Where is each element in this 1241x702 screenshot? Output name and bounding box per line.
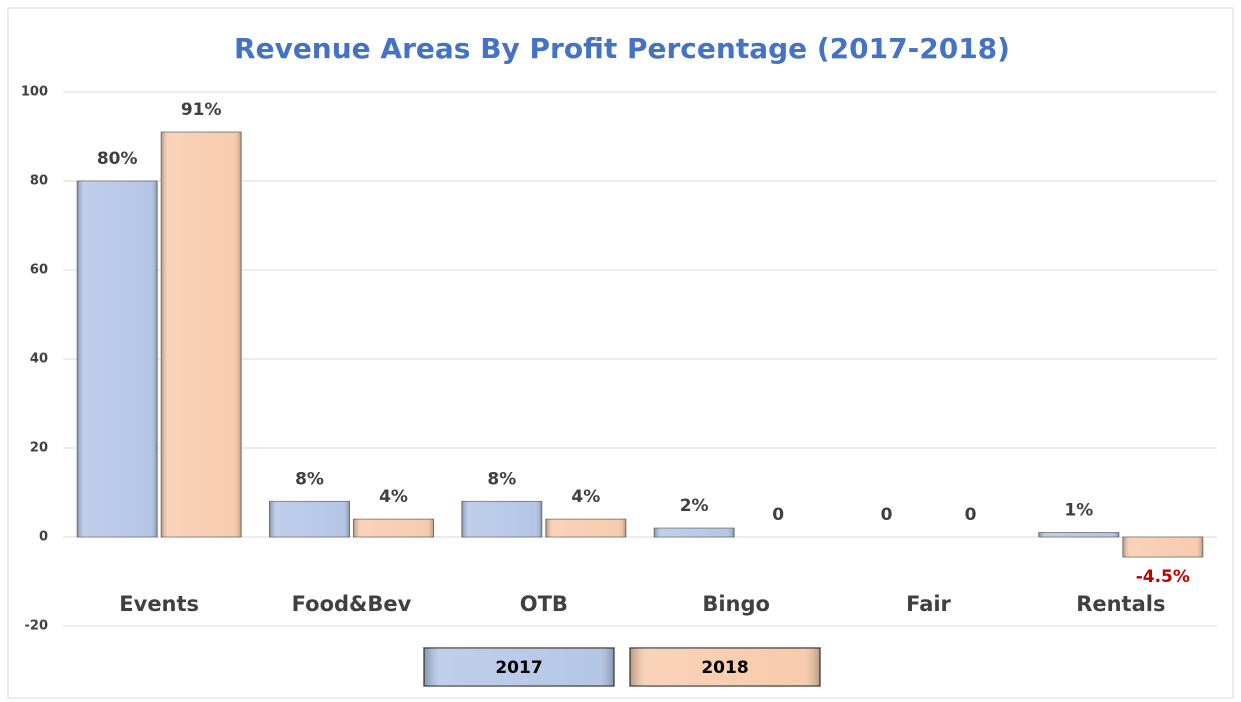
- x-tick-label: Food&Bev: [292, 592, 412, 616]
- x-tick-label: Fair: [906, 592, 951, 616]
- data-label: 91%: [181, 100, 222, 120]
- y-tick-label: 20: [30, 441, 48, 456]
- x-tick-label: Rentals: [1076, 592, 1165, 616]
- data-label: 8%: [295, 469, 324, 489]
- x-tick-label: Events: [119, 592, 199, 616]
- bar-shine: [161, 132, 242, 538]
- legend-label: 2018: [701, 658, 748, 678]
- y-tick-label: 100: [21, 85, 48, 100]
- data-label: 4%: [571, 487, 600, 507]
- data-label: 80%: [97, 149, 138, 169]
- x-tick-label: OTB: [520, 592, 568, 616]
- y-tick-label: 0: [39, 530, 48, 545]
- chart-title: Revenue Areas By Profit Percentage (2017…: [234, 32, 1010, 65]
- bar-shine: [654, 528, 735, 537]
- bar-shine: [461, 501, 542, 537]
- bar-shine: [77, 181, 158, 537]
- data-label: 4%: [379, 487, 408, 507]
- data-label: 0: [772, 505, 784, 525]
- x-tick-label: Bingo: [702, 592, 770, 616]
- legend-label: 2017: [495, 658, 542, 678]
- bar-shine: [545, 519, 626, 537]
- data-label: 8%: [487, 469, 516, 489]
- data-label: -4.5%: [1136, 567, 1190, 587]
- data-label: 0: [965, 505, 977, 525]
- data-label: 0: [881, 505, 893, 525]
- data-label: 2%: [680, 496, 709, 516]
- y-tick-label: -20: [25, 619, 49, 634]
- legend-shine: [424, 648, 614, 686]
- data-label: 1%: [1064, 501, 1093, 521]
- bar-shine: [353, 519, 434, 537]
- y-tick-label: 80: [30, 174, 48, 189]
- bar-shine: [269, 501, 350, 537]
- bar-shine: [1038, 532, 1119, 537]
- y-tick-label: 40: [30, 352, 48, 367]
- bar-shine: [1122, 537, 1203, 558]
- legend-shine: [630, 648, 820, 686]
- y-tick-label: 60: [30, 263, 48, 278]
